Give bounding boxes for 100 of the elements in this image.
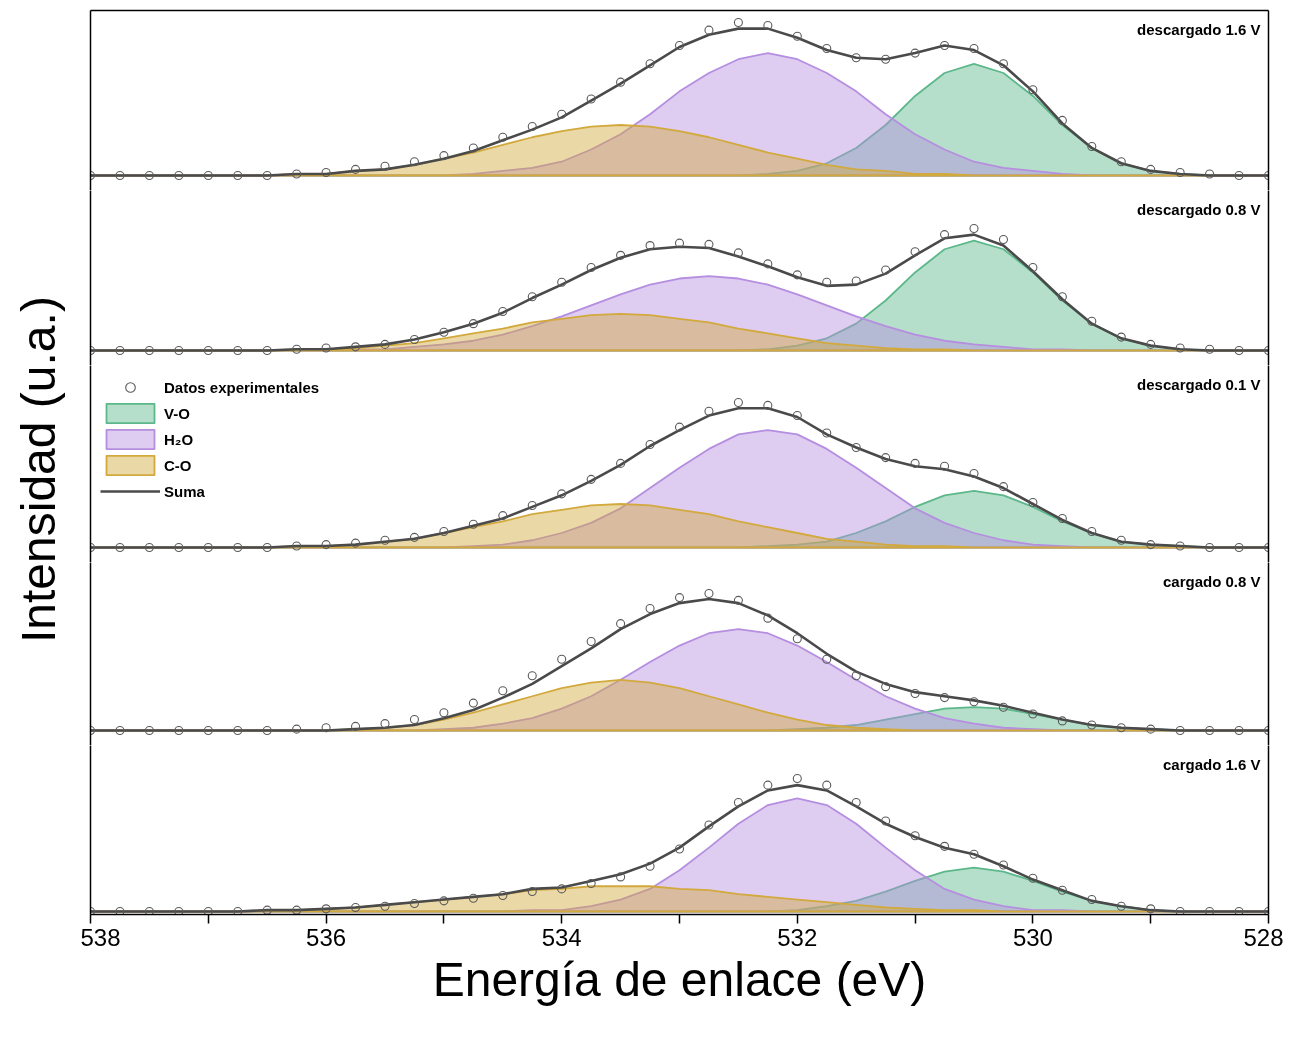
point [292,169,302,179]
point [1234,170,1244,181]
point [763,613,773,623]
x-axis-title: Energía de enlace (eV) [432,952,927,1006]
point [1116,332,1126,342]
point [940,230,950,240]
point [1116,535,1126,545]
point [881,682,891,692]
point [969,697,979,707]
point [910,48,920,58]
point [674,40,685,50]
point [1028,85,1038,95]
x-tick-label: 528 [1243,923,1284,951]
point [351,164,361,174]
point [115,345,125,356]
point [174,170,184,181]
point [1146,724,1156,734]
legend-label: Datos experimentales [164,378,320,396]
point [233,725,243,736]
point [1175,343,1185,353]
point [380,535,390,545]
point [498,686,508,696]
point [468,698,478,708]
point [203,170,213,181]
point [616,619,626,629]
point [910,247,920,257]
point [321,167,331,177]
point [527,500,537,510]
point [527,122,537,132]
x-tick-label: 536 [306,923,347,951]
point [409,157,419,167]
point [586,94,596,104]
point [115,542,125,553]
point [1234,345,1244,356]
x-tick-label: 532 [777,923,818,951]
point [910,688,920,699]
point [409,334,419,345]
point [262,725,272,736]
point [645,241,655,251]
point [292,541,302,551]
point [262,170,272,181]
point [1116,723,1126,733]
point [704,239,714,249]
point [763,259,773,269]
point [733,17,743,28]
point [998,234,1008,245]
point [792,411,802,421]
point [822,43,832,54]
point [351,342,361,352]
point [1146,164,1156,174]
point [733,248,743,258]
text: cargado 0.8 V [1162,572,1261,590]
point [1146,540,1156,550]
x-tick-label: 534 [541,923,582,951]
point [498,306,508,316]
point [763,400,773,410]
point [527,292,537,302]
point [763,21,773,31]
legend-label: C-O [164,456,192,474]
point [792,31,802,41]
legend-label: V-O [164,404,190,422]
point [557,489,567,499]
point [468,143,478,153]
point [557,654,567,664]
point [1028,263,1038,273]
point [822,277,832,287]
point [645,59,655,69]
point [174,542,184,553]
point [380,161,390,171]
text: descargado 0.1 V [1137,375,1261,393]
point [557,109,567,119]
point [1028,498,1038,508]
point [1205,542,1215,553]
point [1087,720,1097,730]
point [1057,115,1067,125]
point [1175,725,1185,736]
point [380,719,390,729]
point [1175,167,1185,177]
point [910,458,920,468]
point [351,721,361,731]
point [468,319,478,329]
point [704,588,714,599]
point [792,270,802,280]
point [733,595,743,605]
point [1057,513,1067,524]
point [586,263,596,273]
point [1087,141,1097,151]
point [262,345,272,356]
point [144,170,154,181]
point [969,43,979,54]
point [969,223,979,234]
annotation: descargado 1.6 V [1137,20,1261,38]
point [203,725,213,736]
point [1087,527,1097,537]
point [881,265,891,275]
point [144,725,154,736]
legend-label: H₂O [164,430,194,448]
point [704,406,714,416]
point [351,538,361,548]
legend-label: Suma [164,482,205,500]
